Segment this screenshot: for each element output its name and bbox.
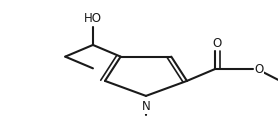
Text: O: O [254, 63, 263, 76]
Text: HO: HO [84, 12, 102, 25]
Text: N: N [142, 100, 150, 113]
Text: O: O [212, 37, 222, 50]
